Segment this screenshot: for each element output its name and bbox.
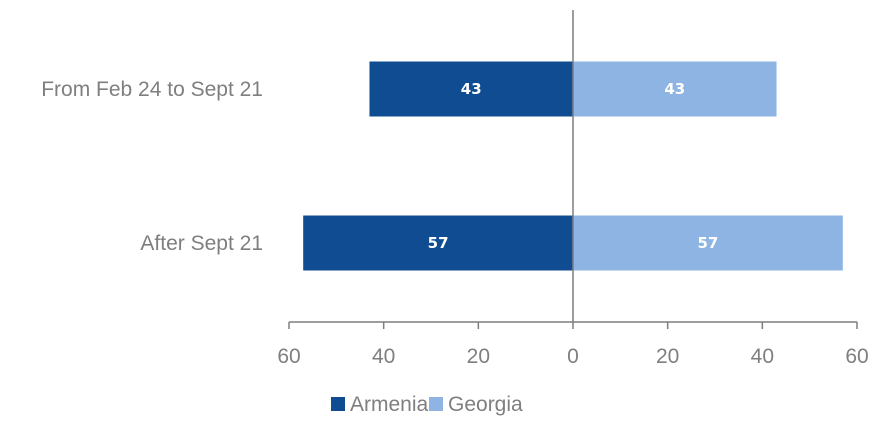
x-tick-label-5: 40	[751, 345, 774, 368]
data-label-armenia-0: 43	[461, 80, 482, 98]
data-label-georgia-1: 57	[697, 234, 718, 252]
legend-label-georgia: Georgia	[448, 393, 523, 416]
x-tick-label-0: 60	[277, 345, 300, 368]
category-label-1: After Sept 21	[140, 232, 263, 255]
data-label-armenia-1: 57	[428, 234, 449, 252]
bar-armenia-1	[303, 215, 573, 271]
x-tick-label-1: 40	[372, 345, 395, 368]
x-tick-label-4: 20	[656, 345, 679, 368]
x-tick-label-6: 60	[845, 345, 868, 368]
bar-georgia-1	[573, 215, 843, 271]
bar-georgia-0	[573, 61, 777, 117]
category-label-0: From Feb 24 to Sept 21	[41, 78, 263, 101]
data-label-georgia-0: 43	[664, 80, 685, 98]
legend-label-armenia: Armenia	[350, 393, 429, 416]
legend-swatch-armenia	[331, 397, 345, 411]
bar-armenia-0	[369, 61, 573, 117]
x-tick-label-2: 20	[467, 345, 490, 368]
legend-swatch-georgia	[429, 397, 443, 411]
x-tick-label-3: 0	[567, 345, 579, 368]
